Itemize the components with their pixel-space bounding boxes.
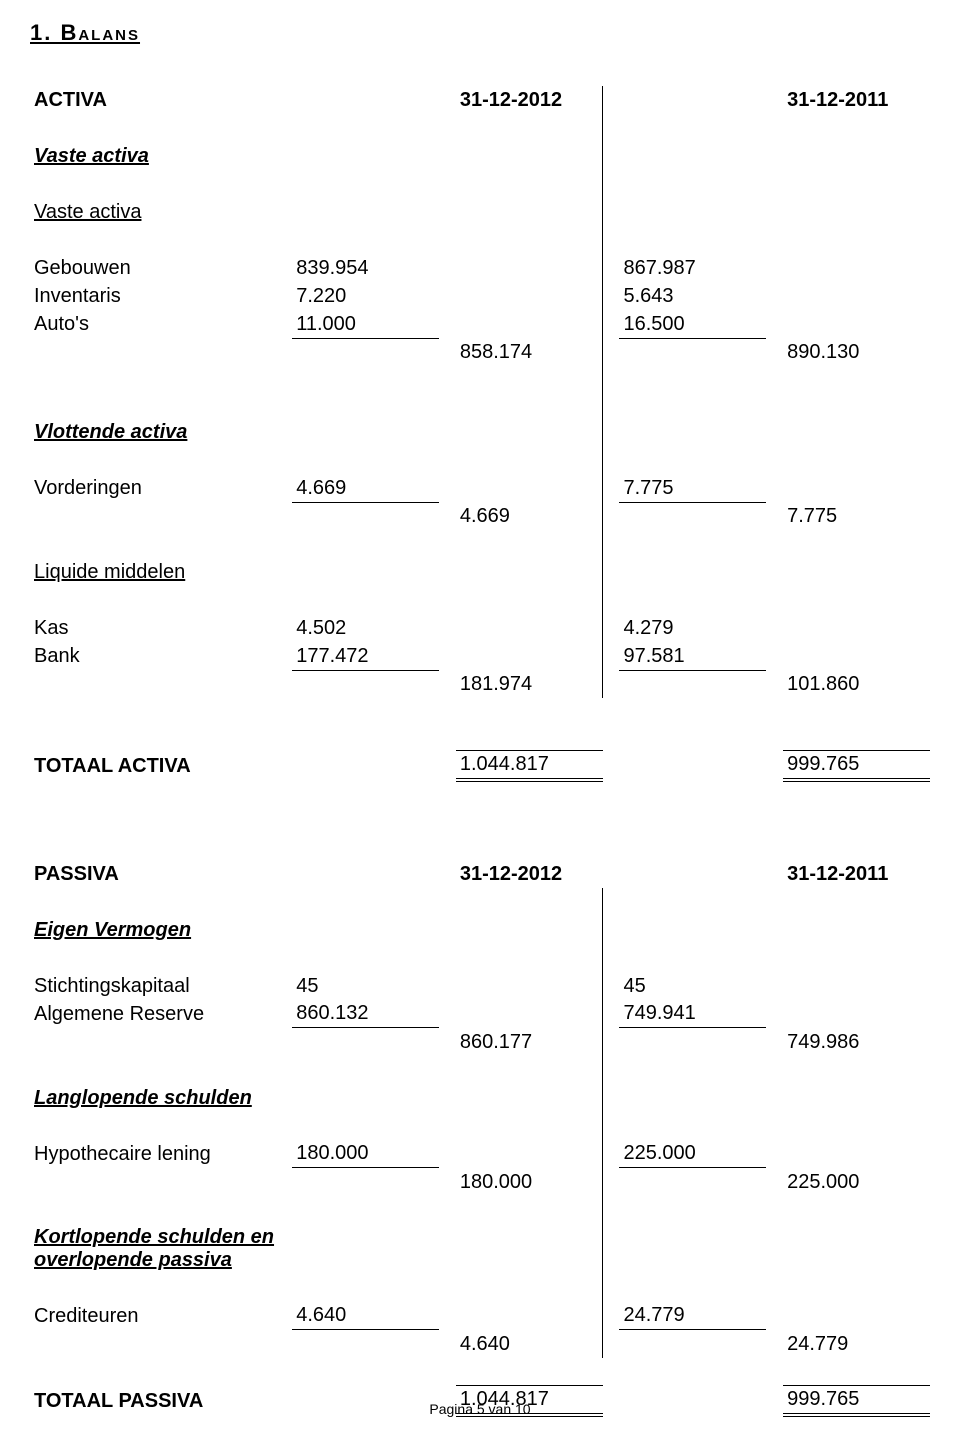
section-vaste-activa: Vaste activa: [30, 142, 292, 170]
row-crediteuren: Crediteuren 4.640 24.779: [30, 1302, 930, 1330]
gebouwen-2011: 867.987: [619, 254, 766, 282]
page-footer: Pagina 5 van 10: [0, 1401, 960, 1417]
row-liquide-subtotal: 181.974 101.860: [30, 670, 930, 698]
bank-2011: 97.581: [619, 642, 766, 670]
liquide-sub-2012: 181.974: [456, 670, 603, 698]
row-lang-subtotal: 180.000 225.000: [30, 1168, 930, 1196]
algemene-reserve-2012: 860.132: [292, 1000, 439, 1028]
crediteuren-2011: 24.779: [619, 1302, 766, 1330]
gebouwen-2012: 839.954: [292, 254, 439, 282]
section-vlottende-activa: Vlottende activa: [30, 418, 292, 446]
date-2012: 31-12-2012: [456, 86, 603, 114]
label-autos: Auto's: [30, 310, 292, 338]
vaste-sub-2012: 858.174: [456, 338, 603, 366]
algemene-reserve-2011: 749.941: [619, 1000, 766, 1028]
liquide-sub-2011: 101.860: [783, 670, 930, 698]
label-inventaris: Inventaris: [30, 282, 292, 310]
row-hypothecaire: Hypothecaire lening 180.000 225.000: [30, 1140, 930, 1168]
label-totaal-activa: TOTAAL ACTIVA: [30, 750, 292, 780]
label-vorderingen: Vorderingen: [30, 474, 292, 502]
section-langlopende: Langlopende schulden: [30, 1084, 292, 1112]
vorderingen-sub-2011: 7.775: [783, 502, 930, 530]
row-gebouwen: Gebouwen 839.954 867.987: [30, 254, 930, 282]
label-algemene-reserve: Algemene Reserve: [30, 1000, 292, 1028]
date-2011-p: 31-12-2011: [783, 860, 930, 888]
label-crediteuren: Crediteuren: [30, 1302, 292, 1330]
vaste-sub-2011: 890.130: [783, 338, 930, 366]
row-totaal-activa: TOTAAL ACTIVA 1.044.817 999.765: [30, 750, 930, 780]
label-gebouwen: Gebouwen: [30, 254, 292, 282]
label-bank: Bank: [30, 642, 292, 670]
page-title: 1. Balans: [30, 20, 930, 46]
section-kortlopende: Kortlopende schulden en overlopende pass…: [30, 1224, 292, 1274]
lang-sub-2012: 180.000: [456, 1168, 603, 1196]
date-2011: 31-12-2011: [783, 86, 930, 114]
totaal-activa-2011: 999.765: [783, 750, 930, 780]
stichtingskapitaal-2012: 45: [292, 972, 439, 1000]
stichtingskapitaal-2011: 45: [619, 972, 766, 1000]
inventaris-2012: 7.220: [292, 282, 439, 310]
date-2012-p: 31-12-2012: [456, 860, 603, 888]
kort-sub-2012: 4.640: [456, 1330, 603, 1358]
bank-2012: 177.472: [292, 642, 439, 670]
row-algemene-reserve: Algemene Reserve 860.132 749.941: [30, 1000, 930, 1028]
row-inventaris: Inventaris 7.220 5.643: [30, 282, 930, 310]
eigen-sub-2011: 749.986: [783, 1028, 930, 1056]
row-vorderingen-subtotal: 4.669 7.775: [30, 502, 930, 530]
kas-2011: 4.279: [619, 614, 766, 642]
row-bank: Bank 177.472 97.581: [30, 642, 930, 670]
vorderingen-2011: 7.775: [619, 474, 766, 502]
passiva-header: PASSIVA: [30, 860, 292, 888]
label-stichtingskapitaal: Stichtingskapitaal: [30, 972, 292, 1000]
lang-sub-2011: 225.000: [783, 1168, 930, 1196]
section-vaste-activa-2: Vaste activa: [30, 198, 292, 226]
row-stichtingskapitaal: Stichtingskapitaal 45 45: [30, 972, 930, 1000]
label-hypothecaire: Hypothecaire lening: [30, 1140, 292, 1168]
hypothecaire-2012: 180.000: [292, 1140, 439, 1168]
section-liquide-middelen: Liquide middelen: [30, 558, 292, 586]
hypothecaire-2011: 225.000: [619, 1140, 766, 1168]
inventaris-2011: 5.643: [619, 282, 766, 310]
row-vorderingen: Vorderingen 4.669 7.775: [30, 474, 930, 502]
autos-2012: 11.000: [292, 310, 439, 338]
balance-table: ACTIVA 31-12-2012 31-12-2011 Vaste activ…: [30, 86, 930, 1417]
totaal-activa-2012: 1.044.817: [456, 750, 603, 780]
autos-2011: 16.500: [619, 310, 766, 338]
row-kort-subtotal: 4.640 24.779: [30, 1330, 930, 1358]
kas-2012: 4.502: [292, 614, 439, 642]
crediteuren-2012: 4.640: [292, 1302, 439, 1330]
label-kas: Kas: [30, 614, 292, 642]
section-eigen-vermogen: Eigen Vermogen: [30, 916, 292, 944]
activa-header: ACTIVA: [30, 86, 292, 114]
vorderingen-2012: 4.669: [292, 474, 439, 502]
eigen-sub-2012: 860.177: [456, 1028, 603, 1056]
row-kas: Kas 4.502 4.279: [30, 614, 930, 642]
row-vaste-subtotal: 858.174 890.130: [30, 338, 930, 366]
vorderingen-sub-2012: 4.669: [456, 502, 603, 530]
row-eigen-subtotal: 860.177 749.986: [30, 1028, 930, 1056]
row-autos: Auto's 11.000 16.500: [30, 310, 930, 338]
kort-sub-2011: 24.779: [783, 1330, 930, 1358]
